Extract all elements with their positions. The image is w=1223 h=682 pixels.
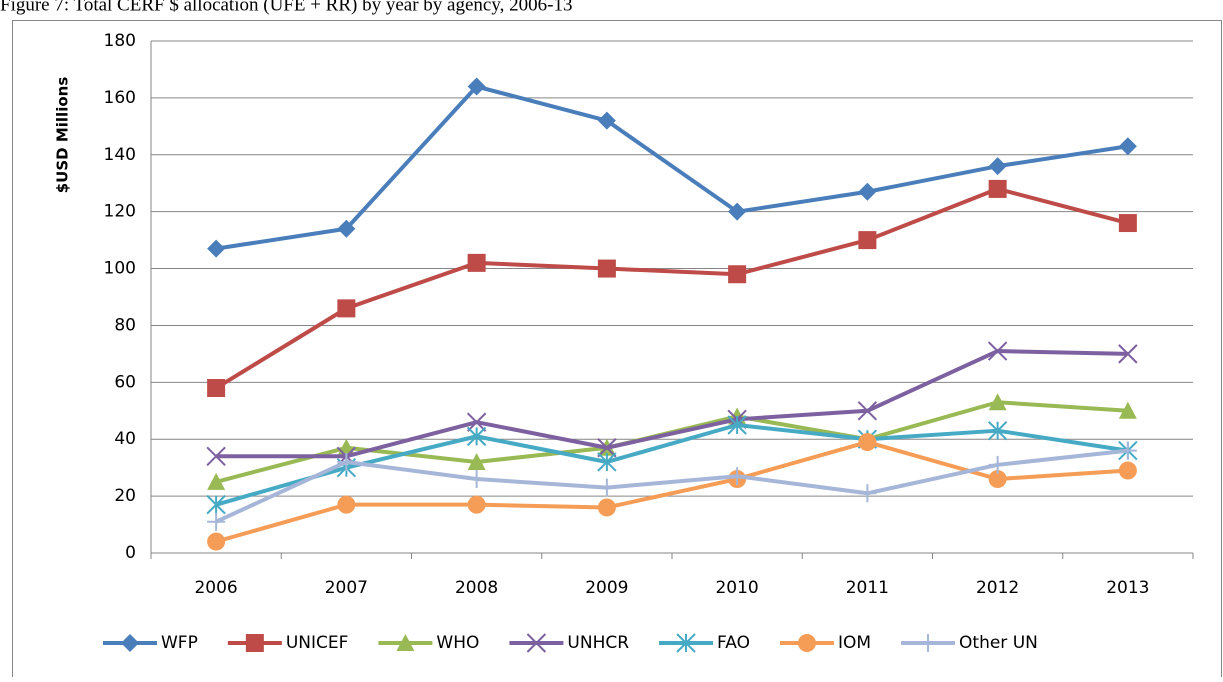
legend-label: IOM [838,633,871,653]
marker [1118,137,1137,156]
marker [597,438,617,458]
marker [988,179,1007,198]
marker [597,478,616,497]
y-axis-label: $USD Millions [54,77,72,194]
y-tick-label: 120 [104,202,136,222]
marker [597,259,616,278]
marker [207,512,226,531]
marker [727,415,747,435]
marker [207,532,226,551]
x-tick-label: 2013 [1106,578,1149,598]
series-line [215,186,1129,390]
marker [1118,344,1138,364]
x-tick-label: 2012 [976,578,1019,598]
marker [526,633,547,653]
y-tick-label: 0 [125,543,136,563]
marker [919,634,938,652]
marker [1118,401,1137,419]
marker [207,379,226,398]
marker [121,634,139,652]
marker [988,470,1007,489]
y-tick-label: 60 [114,372,136,392]
x-tick-label: 2010 [715,578,758,598]
marker [467,253,486,272]
legend-label: WHO [436,633,479,653]
y-tick-label: 40 [114,429,136,449]
series-line [215,440,1129,544]
y-tick-label: 100 [104,259,136,279]
marker [1118,441,1137,460]
legend-label: UNHCR [567,633,629,653]
marker [988,393,1007,411]
marker [1118,461,1137,480]
marker [858,433,877,452]
marker [597,452,617,472]
marker [676,633,696,653]
legend-label: UNICEF [286,633,349,653]
marker [337,299,356,318]
series-line [216,349,1128,459]
marker [597,111,616,130]
x-tick-label: 2011 [846,578,889,598]
marker [797,634,816,652]
chart-title: Figure 7: Total CERF $ allocation (UFE +… [0,0,572,15]
legend-label: Other UN [959,633,1038,653]
marker [858,484,877,503]
y-tick-label: 80 [114,315,136,335]
marker [206,494,226,515]
y-tick-label: 20 [114,486,136,506]
marker [858,231,877,250]
marker [467,495,486,514]
marker [337,495,356,514]
marker [207,239,226,258]
marker [728,265,747,284]
y-tick-label: 160 [104,88,136,108]
marker [728,202,747,221]
series-line [215,84,1129,251]
marker [988,455,1007,474]
marker [597,498,616,517]
marker [858,182,877,201]
marker [987,420,1008,441]
legend-label: WFP [161,633,198,653]
marker [467,452,486,470]
marker [396,634,415,651]
marker [245,634,264,652]
x-tick-label: 2008 [455,578,498,598]
marker [337,452,356,471]
marker [206,446,226,466]
y-tick-label: 180 [104,31,136,51]
marker [1118,214,1137,233]
x-tick-label: 2007 [325,578,368,598]
marker [857,401,878,421]
x-tick-label: 2009 [585,578,628,598]
marker [466,412,487,432]
marker [466,426,487,447]
marker [467,77,486,96]
legend-label: FAO [717,633,750,653]
marker [728,467,747,486]
series-line [215,423,1129,507]
marker [337,219,356,238]
marker [988,157,1007,176]
x-tick-label: 2006 [194,578,237,598]
marker [467,470,486,489]
marker [987,341,1008,361]
marker [207,472,226,490]
y-tick-label: 140 [104,145,136,165]
series-line [215,448,1129,524]
